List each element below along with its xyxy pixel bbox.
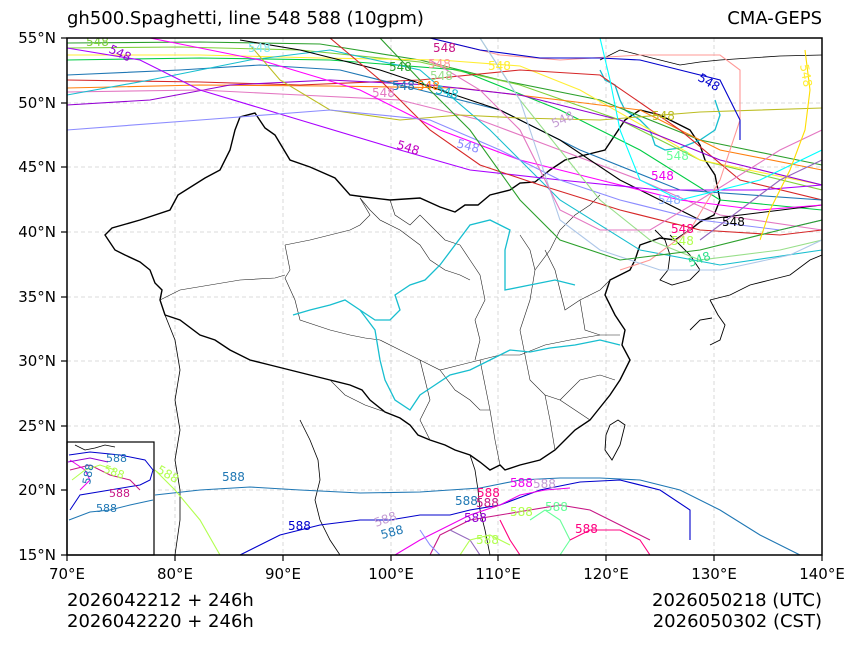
x-tick-140e: 140°E (799, 565, 845, 583)
contours-588 (154, 469, 801, 555)
y-tick-55n: 55°N (18, 29, 56, 47)
valid-time-cst: 2026050302 (CST) (652, 611, 822, 632)
x-tick-120e: 120°E (583, 565, 629, 583)
svg-text:588: 588 (455, 494, 478, 508)
svg-text:588: 588 (288, 519, 311, 533)
labels-588: 588 588 588 588 588 588 588 588 588 588 … (155, 462, 598, 547)
china-border (104, 109, 721, 471)
svg-text:548: 548 (248, 41, 271, 55)
svg-text:588: 588 (476, 533, 499, 547)
svg-text:548: 548 (434, 82, 460, 101)
neighbor-borders (164, 49, 822, 555)
y-tick-45n: 45°N (18, 158, 56, 176)
province-borders (159, 194, 620, 466)
svg-text:548: 548 (417, 79, 440, 93)
svg-text:548: 548 (652, 109, 675, 123)
y-tick-50n: 50°N (18, 94, 56, 112)
svg-text:588: 588 (477, 486, 500, 500)
rivers (292, 69, 721, 411)
chart-title: gh500.Spaghetti, line 548 588 (10gpm) (67, 8, 424, 29)
x-tick-80e: 80°E (156, 565, 194, 583)
svg-text:588: 588 (106, 452, 127, 465)
x-tick-110e: 110°E (475, 565, 521, 583)
svg-text:588: 588 (575, 522, 598, 536)
svg-text:588: 588 (545, 500, 568, 514)
init-time-utc: 2026042212 + 246h (67, 590, 254, 611)
svg-text:588: 588 (222, 470, 245, 484)
gridlines (67, 38, 822, 555)
labels-548: 548 548 548 548 548 548 548 548 548 548 … (86, 35, 815, 270)
svg-text:588: 588 (379, 522, 405, 541)
svg-text:548: 548 (86, 35, 109, 49)
init-time-block: 2026042212 + 246h 2026042220 + 246h (67, 590, 254, 632)
svg-text:588: 588 (80, 463, 96, 486)
svg-text:548: 548 (428, 57, 451, 71)
y-tick-25n: 25°N (18, 417, 56, 435)
svg-text:548: 548 (372, 86, 395, 100)
svg-text:548: 548 (797, 63, 815, 88)
svg-text:588: 588 (476, 496, 499, 510)
svg-text:588: 588 (510, 476, 533, 490)
svg-text:548: 548 (666, 149, 689, 163)
svg-text:548: 548 (671, 234, 694, 248)
svg-text:548: 548 (392, 79, 415, 93)
valid-time-utc: 2026050218 (UTC) (652, 590, 822, 611)
valid-time-block: 2026050218 (UTC) 2026050302 (CST) (652, 590, 822, 632)
svg-text:588: 588 (109, 487, 130, 500)
y-tick-15n: 15°N (18, 546, 56, 564)
svg-text:548: 548 (686, 249, 712, 270)
y-tick-35n: 35°N (18, 288, 56, 306)
y-tick-30n: 30°N (18, 352, 56, 370)
tick-marks (61, 37, 823, 561)
x-tick-100e: 100°E (368, 565, 414, 583)
svg-text:548: 548 (433, 41, 456, 55)
svg-text:548: 548 (722, 215, 745, 229)
svg-text:548: 548 (651, 169, 674, 183)
model-name: CMA-GEPS (727, 8, 822, 29)
y-tick-20n: 20°N (18, 481, 56, 499)
svg-text:548: 548 (455, 136, 481, 155)
x-tick-90e: 90°E (264, 565, 302, 583)
contours-548 (67, 38, 822, 271)
inset-south-china-sea: 588 588 588 588 588 (66, 441, 155, 556)
svg-text:548: 548 (671, 222, 694, 236)
x-tick-130e: 130°E (691, 565, 737, 583)
x-tick-70e: 70°E (48, 565, 86, 583)
svg-text:548: 548 (430, 69, 453, 83)
svg-text:548: 548 (389, 60, 412, 74)
init-time-cst: 2026042220 + 246h (67, 611, 254, 632)
svg-text:548: 548 (395, 138, 421, 158)
svg-text:548: 548 (696, 70, 723, 94)
svg-text:548: 548 (658, 193, 681, 207)
svg-text:588: 588 (96, 502, 117, 515)
svg-text:548: 548 (549, 108, 576, 130)
svg-text:548: 548 (107, 42, 134, 64)
y-tick-40n: 40°N (18, 223, 56, 241)
svg-text:548: 548 (488, 59, 511, 73)
plot-frame (66, 37, 823, 556)
svg-text:588: 588 (510, 505, 533, 519)
svg-text:588: 588 (533, 477, 556, 491)
svg-text:588: 588 (464, 511, 487, 525)
